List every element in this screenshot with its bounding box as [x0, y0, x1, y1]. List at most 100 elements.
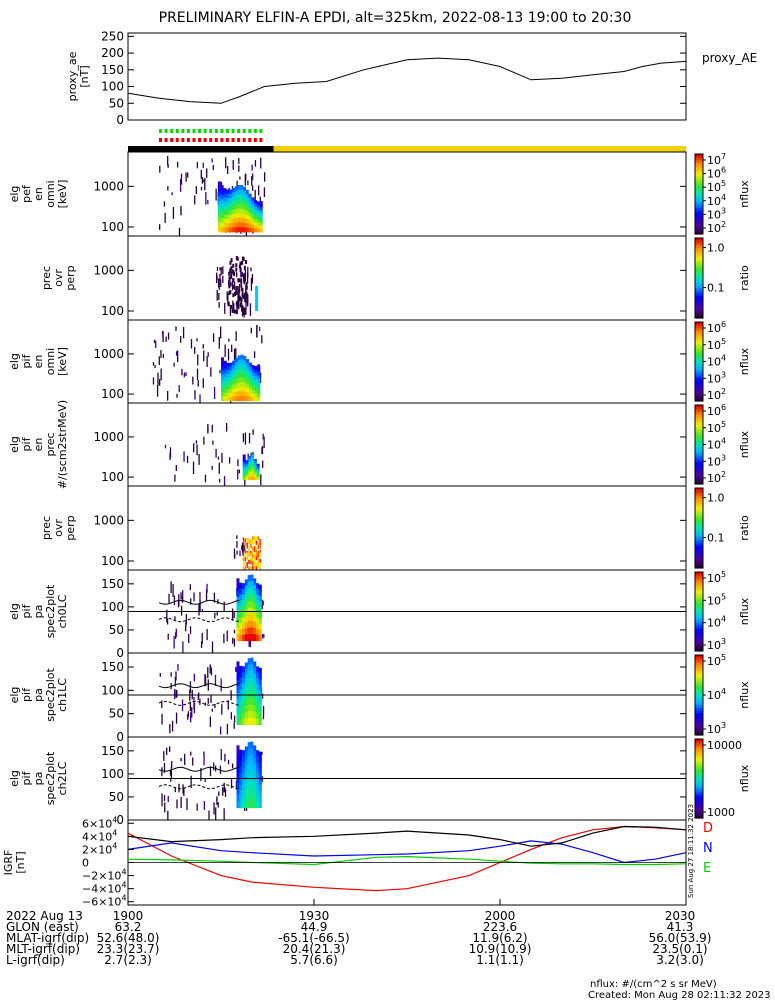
vertical-stamp: Sun Aug 27 18:11:32 2023	[687, 804, 695, 898]
prec_ovr_perp_i-cbar-cell	[695, 508, 703, 511]
prec_ovr_perp_i-cbar-cell	[695, 548, 703, 551]
prec_ovr_perp_i-ratio-cell	[255, 536, 258, 541]
elg_perp-speckle	[205, 192, 207, 205]
pa_ch2-spec-cell	[236, 795, 240, 802]
elg_pif_omni-spec-cell	[248, 389, 252, 394]
prec_ovr_perp_i-ratio-cell	[250, 557, 252, 562]
pa_ch1-cbar-cell	[695, 707, 703, 710]
pa_ch1-speckle	[214, 703, 216, 709]
pa_ch0-spec-cell	[242, 583, 246, 590]
elg_perp-cbar-cell	[695, 226, 703, 229]
elg_pif_prec-speckle	[237, 469, 239, 480]
pa_ch2-speckle	[174, 787, 176, 793]
elg_pif_omni-speckle	[180, 336, 182, 343]
elg_perp-cbar-cell	[695, 220, 703, 223]
prec_ovr_perp_i-speckle	[236, 550, 238, 555]
elg_pif_omni-spec-cell	[257, 375, 261, 380]
elg_perp-spec-cell	[229, 219, 233, 224]
prec_ovr_perp_e-cbar-cell	[695, 272, 703, 275]
elg_pif_omni-cbar-cell	[695, 349, 703, 353]
elg_perp-spec-cell	[243, 222, 247, 228]
pa_ch1-spec-cell	[258, 667, 262, 675]
pa_ch1-spec-cell	[242, 689, 246, 696]
elg_perp-spec-cell	[237, 208, 241, 214]
pa_ch2-cbar-cell	[695, 814, 703, 817]
prec_ovr_perp_e-core	[245, 291, 248, 296]
elg_pif_omni-spec-cell	[240, 368, 244, 374]
pa_ch1-spec-cell	[258, 696, 262, 703]
prec_ovr_perp_e-core	[235, 301, 238, 306]
elg_perp-spec-cell	[243, 218, 247, 224]
pa_ch0-spec-cell	[258, 584, 262, 591]
elg_pif_prec-speckle	[186, 455, 189, 463]
elg_perp-spec-cell	[217, 216, 221, 223]
pa_ch2-speckle	[203, 754, 205, 766]
prec_ovr_perp_e-core	[237, 301, 240, 306]
pa_ch1-cbar-cell	[695, 673, 703, 676]
elg_pif_prec-cbar-cell	[695, 410, 703, 414]
pa_ch1-cbar-cell	[695, 657, 703, 660]
pa_ch0-spec-cell	[250, 627, 254, 635]
elg_pif_omni-spec-cell	[234, 366, 238, 372]
elg_perp-spec-cell	[226, 210, 230, 216]
elg_pif_omni-speckle	[167, 332, 170, 340]
pa_ch0-cbar-cell	[695, 591, 703, 595]
mark-green	[159, 129, 162, 133]
pa_ch0-spec-cell	[256, 600, 260, 607]
elg_pif_omni-speckle	[196, 368, 199, 381]
pa_ch2-spec-cell	[253, 745, 257, 753]
pa_ch0-speckle	[199, 600, 201, 612]
pa_ch2-ytick-label: 0	[116, 813, 124, 827]
elg_pif_omni-speckle	[183, 372, 185, 378]
prec_ovr_perp_i-speckle	[241, 542, 244, 553]
prec_ovr_perp_e-cbar-cell	[695, 292, 703, 295]
elg_pif_prec-speckle	[196, 444, 198, 456]
xaxis-row-value: 2000	[485, 909, 516, 923]
elg_pif_prec-cbar-cell	[695, 434, 703, 438]
prec_ovr_perp_e-core	[228, 290, 231, 295]
elg_pif_omni-cbar-cell	[695, 322, 703, 325]
elg_pif_prec-speckle	[263, 436, 265, 449]
prec_ovr_perp_i-ratio-cell	[248, 537, 250, 542]
pa_ch1-cbar-cell	[695, 675, 703, 678]
pa_ch1-speckle	[193, 697, 195, 710]
prec_ovr_perp_e-cbar-cell	[695, 254, 703, 257]
igrf-series-blue	[127, 840, 687, 864]
pa_ch0-speckle	[198, 603, 200, 616]
elg_pif_omni-ytick-label: 1000	[93, 347, 124, 361]
pa_ch0-cbar-cell	[695, 607, 703, 611]
elg_perp-spec-cell	[220, 194, 224, 200]
ae-series-line	[127, 57, 687, 104]
pa_ch0-spec-cell	[258, 595, 262, 603]
elg_perp-speckle	[215, 188, 217, 201]
elg_pif_omni-spec-cell	[226, 392, 230, 398]
pa_ch1-cbar-cell	[695, 663, 703, 666]
elg_pif_prec-cbar-cell	[695, 432, 703, 436]
prec_ovr_perp_i-ratio-cell	[259, 542, 261, 547]
pa_ch1-losscone-line	[158, 683, 240, 689]
pa_ch1-speckle	[207, 667, 209, 679]
pa_ch1-speckle	[261, 693, 264, 699]
xaxis-row-value: 1.1(1.1)	[476, 953, 524, 967]
elg_pif_omni-speckle	[235, 331, 237, 341]
pa_ch0-cbar-cell	[695, 615, 703, 619]
elg_perp-spec-cell	[259, 225, 263, 230]
elg_pif_omni-speckle	[202, 378, 204, 388]
pa_ch0-spec-cell	[250, 633, 254, 642]
elg_perp-spec-cell	[229, 214, 233, 220]
pa_ch0-cbar-cell	[695, 627, 703, 630]
pa_ch1-spec-cell	[247, 711, 251, 719]
elg_perp-spec-cell	[251, 200, 255, 205]
mark-red	[225, 138, 229, 142]
elg_pif_omni-cbar-tick-label: 105	[707, 337, 726, 352]
pa_ch2-speckle	[217, 802, 219, 808]
pa_ch0-speckle	[177, 599, 180, 608]
elg_pif_prec-speckle	[183, 451, 185, 462]
pa_ch1-speckle	[262, 715, 265, 720]
elg_perp-spec-cell	[226, 214, 230, 220]
xaxis-row-value: 20.4(21.3)	[283, 942, 346, 956]
elg_perp-spec-cell	[259, 201, 263, 205]
pa_ch1-spec-cell	[247, 658, 251, 666]
elg_pif_prec-spec-cell	[242, 476, 246, 480]
xaxis-row-value: 1900	[113, 909, 144, 923]
